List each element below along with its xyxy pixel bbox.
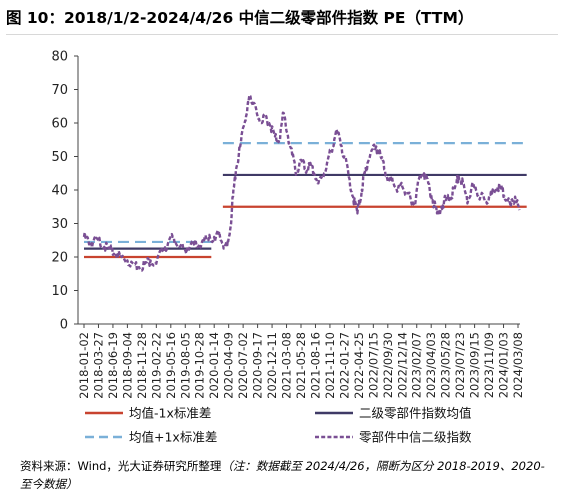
x-tick-label: 2021-03-08: [280, 332, 294, 399]
x-tick-label: 2023/05/28: [439, 332, 453, 398]
x-tick-label: 2022-01-27: [337, 332, 351, 399]
legend-label: 均值+1x标准差: [129, 430, 217, 445]
title-divider: [6, 34, 558, 35]
x-tick-label: 2022-04-25: [352, 332, 366, 399]
x-tick-label: 2020-01-14: [207, 332, 221, 399]
x-tick-label: 2021-08-16: [308, 332, 322, 399]
x-tick-label: 2024/03/08: [511, 332, 525, 398]
y-tick-label: 70: [51, 83, 68, 98]
x-tick-label: 2023/04/03: [424, 332, 438, 398]
x-tick-label: 2022/09/30: [381, 332, 395, 398]
index-pe-series: [82, 93, 521, 272]
x-tick-label: 2023/07/23: [453, 332, 467, 398]
x-tick-label: 2020-12-11: [265, 332, 279, 399]
x-axis: 2018-01-02 2018-03-27 2018-06-19 2018-09-04…: [77, 323, 525, 399]
x-tick-label: 2018-11-28: [135, 332, 149, 399]
x-tick-label: 2019-02-22: [149, 332, 163, 399]
legend-label: 零部件中信二级指数: [359, 430, 472, 445]
x-tick-label: 2023/02/07: [410, 332, 424, 398]
y-tick-label: 40: [51, 184, 68, 199]
source-note: 资料来源：Wind，光大证券研究所整理（注：数据截至 2024/4/26，隔断为…: [20, 457, 550, 493]
chart-title: 图 10：2018/1/2-2024/4/26 中信二级零部件指数 PE（TTM…: [6, 9, 474, 27]
x-tick-label: 2022/07/15: [366, 332, 380, 398]
x-tick-label: 2023/09/15: [468, 332, 482, 398]
legend-label: 二级零部件指数均值: [359, 406, 472, 421]
y-tick-label: 20: [51, 251, 68, 266]
x-tick-label: 2020-07-02: [236, 332, 250, 399]
x-tick-label: 2018-06-19: [106, 332, 120, 399]
y-tick-label: 60: [51, 117, 68, 132]
x-tick-label: 2019-08-05: [178, 332, 192, 399]
source-prefix: 资料来源：Wind，光大证券研究所整理: [20, 459, 222, 473]
x-tick-label: 2021-11-10: [323, 332, 337, 399]
reference-lines: [84, 142, 527, 259]
y-axis: 0 10 20 30 40 50 60 70 80: [51, 50, 79, 333]
x-tick-label: 2018-01-02: [77, 332, 91, 399]
x-tick-label: 2018-03-27: [91, 332, 105, 399]
x-tick-label: 2020-09-17: [251, 332, 265, 399]
x-tick-label: 2024/01/03: [497, 332, 511, 398]
y-tick-label: 50: [51, 150, 68, 165]
y-tick-label: 30: [51, 217, 68, 232]
y-tick-label: 10: [51, 284, 68, 299]
x-tick-label: 2022/12/14: [395, 332, 409, 398]
x-tick-label: 2018-09-04: [120, 332, 134, 399]
legend-label: 均值-1x标准差: [129, 406, 211, 421]
x-tick-label: 2019-05-16: [164, 332, 178, 399]
x-tick-label: 2020-04-09: [222, 332, 236, 399]
x-tick-label: 2019-10-28: [193, 332, 207, 399]
y-tick-label: 0: [60, 318, 68, 333]
source-footnote: （注：数据截至 2024/4/26，隔断为区分 2018-2019、2020-至…: [20, 459, 545, 491]
x-tick-label: 2023/11/09: [482, 332, 496, 398]
x-tick-label: 2021-05-28: [294, 332, 308, 399]
y-tick-label: 80: [51, 50, 68, 65]
index-pe-line: [82, 93, 521, 272]
